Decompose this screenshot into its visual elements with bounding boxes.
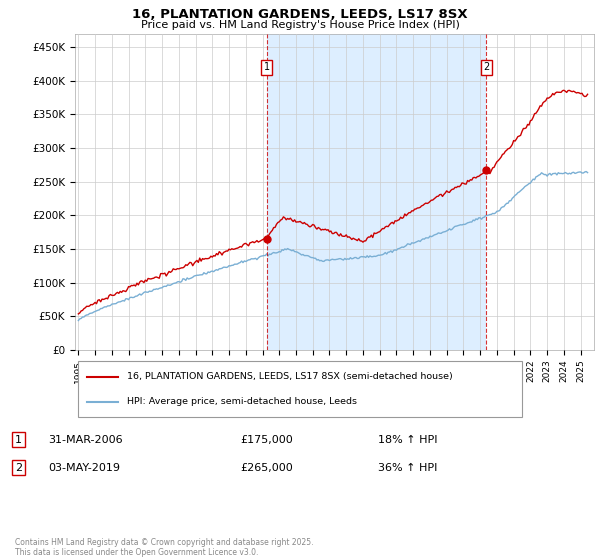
Text: 03-MAY-2019: 03-MAY-2019 — [48, 463, 120, 473]
Text: 1: 1 — [15, 435, 22, 445]
Text: HPI: Average price, semi-detached house, Leeds: HPI: Average price, semi-detached house,… — [127, 397, 357, 406]
Bar — [266, 34, 487, 350]
Text: 16, PLANTATION GARDENS, LEEDS, LS17 8SX: 16, PLANTATION GARDENS, LEEDS, LS17 8SX — [132, 8, 468, 21]
Text: 36% ↑ HPI: 36% ↑ HPI — [378, 463, 437, 473]
FancyBboxPatch shape — [78, 361, 522, 417]
Text: 31-MAR-2006: 31-MAR-2006 — [48, 435, 122, 445]
Text: 2: 2 — [15, 463, 22, 473]
Text: £175,000: £175,000 — [240, 435, 293, 445]
Text: 18% ↑ HPI: 18% ↑ HPI — [378, 435, 437, 445]
Text: Contains HM Land Registry data © Crown copyright and database right 2025.
This d: Contains HM Land Registry data © Crown c… — [15, 538, 314, 557]
Text: 16, PLANTATION GARDENS, LEEDS, LS17 8SX (semi-detached house): 16, PLANTATION GARDENS, LEEDS, LS17 8SX … — [127, 372, 452, 381]
Text: 2: 2 — [483, 62, 490, 72]
Text: £265,000: £265,000 — [240, 463, 293, 473]
Text: Price paid vs. HM Land Registry's House Price Index (HPI): Price paid vs. HM Land Registry's House … — [140, 20, 460, 30]
Text: 1: 1 — [263, 62, 270, 72]
